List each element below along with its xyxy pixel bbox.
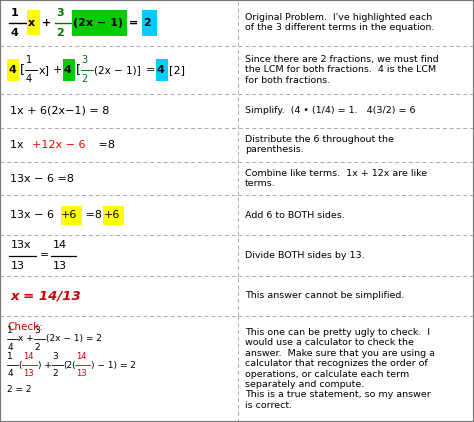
Text: 14: 14	[23, 352, 33, 361]
Text: x +: x +	[18, 334, 34, 344]
Text: 2: 2	[56, 28, 64, 38]
Text: +12x − 6: +12x − 6	[32, 140, 86, 150]
Text: Distribute the 6 throughout the
parenthesis.: Distribute the 6 throughout the parenthe…	[245, 135, 394, 154]
Text: 13x: 13x	[10, 240, 31, 249]
Text: Check:: Check:	[7, 322, 43, 332]
Text: 13: 13	[10, 261, 25, 271]
Text: 1x + 6(2x−1) = 8: 1x + 6(2x−1) = 8	[10, 106, 110, 116]
Bar	[142, 10, 157, 36]
Text: 3: 3	[35, 326, 40, 335]
Bar	[103, 206, 124, 225]
Text: 3: 3	[56, 8, 64, 18]
Text: 4: 4	[7, 369, 13, 378]
Bar	[61, 206, 82, 225]
Text: 1: 1	[26, 55, 32, 65]
Text: 14: 14	[76, 352, 86, 361]
Text: Combine like terms.  1x + 12x are like
terms.: Combine like terms. 1x + 12x are like te…	[245, 169, 427, 188]
Text: =: =	[129, 18, 138, 28]
Text: [: [	[76, 63, 81, 76]
Text: 13: 13	[23, 369, 33, 378]
Text: (2(: (2(	[64, 360, 76, 370]
Text: [: [	[20, 63, 25, 76]
Text: 2: 2	[82, 74, 88, 84]
Text: 1: 1	[7, 326, 13, 335]
Text: 13x − 6 =8: 13x − 6 =8	[10, 173, 74, 184]
Bar	[27, 10, 40, 35]
Text: =: =	[40, 251, 50, 260]
Text: Divide BOTH sides by 13.: Divide BOTH sides by 13.	[245, 251, 365, 260]
Text: ) − 1) = 2: ) − 1) = 2	[91, 360, 136, 370]
Text: 2: 2	[52, 369, 58, 378]
Text: ) +: ) +	[38, 360, 52, 370]
Text: (2x − 1)]: (2x − 1)]	[94, 65, 141, 75]
Text: 4: 4	[10, 28, 18, 38]
Text: 4: 4	[7, 343, 13, 352]
Text: x = 14/13: x = 14/13	[10, 289, 81, 302]
Text: =8: =8	[95, 140, 115, 150]
Text: 13: 13	[76, 369, 86, 378]
Text: x: x	[27, 18, 35, 28]
Text: (: (	[18, 360, 21, 370]
Text: +: +	[42, 18, 51, 28]
Text: (2x − 1) = 2: (2x − 1) = 2	[46, 334, 102, 344]
Text: [2]: [2]	[169, 65, 185, 75]
Text: 13: 13	[53, 261, 67, 271]
Text: (2x − 1): (2x − 1)	[73, 18, 123, 28]
Text: Simplify.  (4 • (1/4) = 1.   4(3/2) = 6: Simplify. (4 • (1/4) = 1. 4(3/2) = 6	[245, 106, 416, 116]
Text: Since there are 2 fractions, we must find
the LCM for both fractions.  4 is the : Since there are 2 fractions, we must fin…	[245, 55, 439, 85]
Text: Original Problem.  I've highlighted each
of the 3 different terms in the equatio: Original Problem. I've highlighted each …	[245, 13, 435, 32]
Text: +6: +6	[104, 211, 120, 220]
Text: 14: 14	[53, 240, 67, 249]
Bar	[7, 59, 19, 81]
Text: 4: 4	[26, 74, 32, 84]
Text: Add 6 to BOTH sides.: Add 6 to BOTH sides.	[245, 211, 345, 220]
Text: 3: 3	[82, 55, 88, 65]
Text: 4: 4	[64, 65, 72, 75]
Text: +6: +6	[61, 211, 78, 220]
Text: 1: 1	[10, 8, 18, 18]
Bar	[63, 59, 75, 81]
Text: 4: 4	[157, 65, 165, 75]
Text: 2 = 2: 2 = 2	[7, 385, 32, 394]
Bar	[72, 10, 127, 36]
Text: +: +	[53, 65, 62, 75]
Text: 3: 3	[52, 352, 58, 361]
Text: =8: =8	[82, 211, 102, 220]
Text: 2: 2	[144, 18, 151, 28]
Bar	[156, 59, 168, 81]
Text: This answer cannot be simplified.: This answer cannot be simplified.	[245, 291, 404, 300]
Text: =: =	[146, 65, 155, 75]
Text: x]: x]	[38, 65, 49, 75]
Text: 1x: 1x	[10, 140, 27, 150]
Text: 2: 2	[35, 343, 40, 352]
Text: 4: 4	[8, 65, 16, 75]
Text: 13x − 6: 13x − 6	[10, 211, 58, 220]
Text: This one can be pretty ugly to check.  I
would use a calculator to check the
ans: This one can be pretty ugly to check. I …	[245, 328, 435, 410]
Text: 1: 1	[7, 352, 13, 361]
